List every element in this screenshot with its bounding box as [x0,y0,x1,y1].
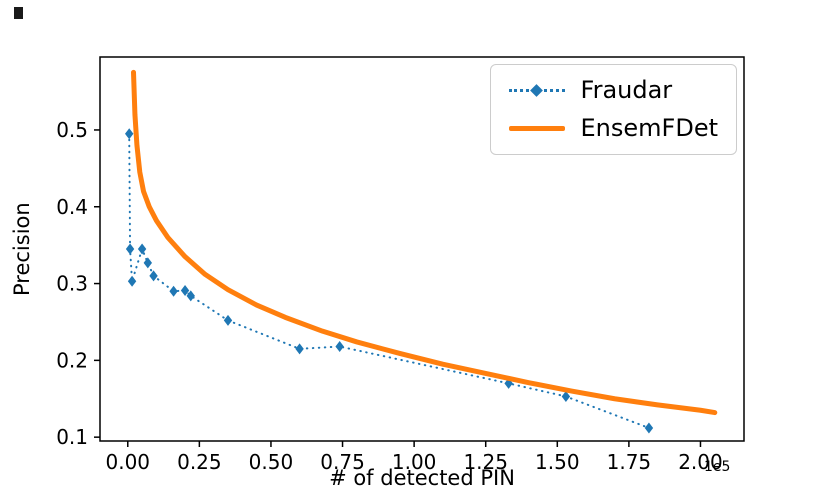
x-tick-label: 1.50 [535,450,580,474]
x-tick-label: 0.25 [177,450,222,474]
fraudar-marker [149,270,158,282]
x-tick-label: 0.75 [320,450,365,474]
fraudar-marker [169,285,178,297]
x-tick-label: 0.00 [106,450,151,474]
y-tick-label: 0.2 [56,348,88,372]
fraudar-marker [125,128,134,140]
legend-label-fraudar: Fraudar [580,76,673,104]
x-axis-label: # of detected PIN [329,466,515,490]
x-tick-label: 1.25 [463,450,508,474]
y-tick-label: 0.5 [56,118,88,142]
x-tick-label: 1.75 [607,450,652,474]
fraudar-marker [127,275,137,287]
ensemfdet-line-swatch [508,126,565,132]
fraudar-marker [180,284,190,296]
corner-mark [14,7,23,19]
fraudar-marker [295,343,304,355]
ensemfdet-line [131,69,718,416]
fraudar-line [128,132,650,429]
fraudar-marker [335,341,344,353]
legend-entry-fraudar: Fraudar [508,76,718,104]
x-tick-label: 2.00 [678,450,723,474]
fraudar-marker [223,314,233,326]
fraudar-marker [186,290,195,302]
fraudar-marker [143,257,153,269]
fraudar-marker [561,390,571,402]
legend: Fraudar EnsemFDet [489,64,737,155]
y-tick-label: 0.1 [56,425,88,449]
fraudar-line-swatch [508,83,565,97]
y-tick-label: 0.3 [56,272,88,296]
y-axis-label: Precision [10,202,34,296]
diamond-marker-icon [530,83,543,97]
fraudar-marker [137,243,147,255]
legend-label-ensemfdet: EnsemFDet [580,114,718,143]
y-tick-label: 0.4 [56,195,88,219]
legend-entry-ensemfdet: EnsemFDet [508,114,718,143]
fraudar-marker [644,422,654,434]
plot-frame [99,56,745,442]
x-axis-offset-label: 1e5 [704,459,731,475]
fraudar-marker [125,243,135,255]
x-tick-label: 1.00 [392,450,437,474]
x-tick-label: 0.50 [249,450,294,474]
